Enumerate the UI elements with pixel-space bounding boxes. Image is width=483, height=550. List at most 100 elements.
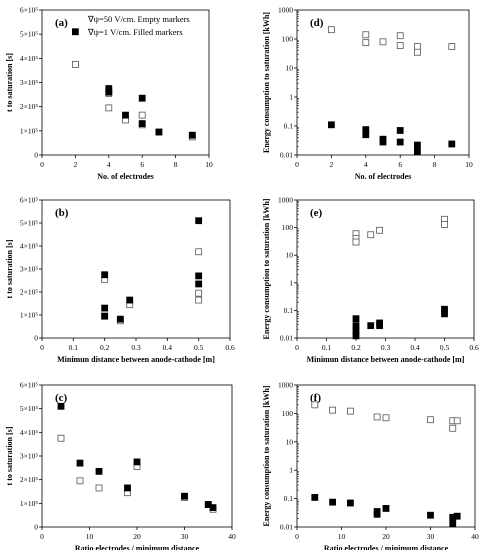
x-tick-label: 6 [140, 160, 144, 169]
filled-marker [138, 94, 146, 102]
empty-marker [195, 296, 203, 304]
y-tick-label: 100 [282, 409, 294, 418]
filled-marker [188, 131, 196, 139]
x-tick-label: 10 [86, 532, 94, 541]
empty-marker [396, 42, 404, 49]
empty-marker [346, 407, 354, 415]
filled-marker [311, 494, 319, 501]
empty-marker [105, 104, 113, 112]
y-tick-label: 3×10⁵ [20, 452, 38, 461]
filled-marker [101, 312, 109, 320]
y-tick-label: 0.1 [284, 306, 294, 315]
filled-marker [367, 322, 375, 330]
x-tick-label: 0 [295, 160, 299, 169]
empty-marker [311, 401, 319, 409]
filled-marker [329, 498, 337, 506]
filled-marker [346, 499, 354, 507]
filled-marker [373, 510, 381, 518]
x-tick-label: 2 [330, 160, 334, 169]
x-tick-label: 0.2 [351, 343, 361, 352]
empty-marker [352, 238, 360, 246]
x-tick-label: 8 [174, 160, 178, 169]
filled-marker [105, 88, 113, 96]
empty-marker [362, 39, 370, 47]
y-tick-label: 0 [34, 151, 38, 160]
x-tick-label: 20 [382, 532, 390, 541]
filled-marker [427, 511, 434, 519]
filled-marker [72, 28, 79, 36]
legend-annotation: ∇ψ=1 V/cm. Filled markers [87, 27, 183, 37]
filled-marker [352, 332, 360, 340]
x-tick-label: 10 [338, 532, 346, 541]
y-tick-label: 0 [34, 334, 38, 343]
filled-marker [138, 120, 146, 127]
y-tick-label: 6×10⁵ [20, 6, 38, 15]
x-tick-label: 40 [228, 532, 236, 541]
y-tick-label: 10 [286, 251, 294, 260]
empty-marker [195, 289, 203, 297]
x-tick-label: 0 [295, 343, 299, 352]
empty-marker [72, 60, 79, 68]
x-tick-label: 0 [40, 343, 44, 352]
x-tick-label: 6 [398, 160, 402, 169]
chart-panel: 0.01 0.1 1 10 100 1000 0 2 4 6 8 10 No. of electrode… [262, 6, 473, 182]
x-tick-label: 0 [295, 532, 299, 541]
chart-panel: 0 1×10⁵ 2×10⁵ 3×10⁵ 4×10⁵ 5×10⁵ 6×10⁵ 0 10 20 30 40… [5, 381, 236, 550]
empty-marker [413, 48, 421, 56]
filled-marker [441, 310, 448, 318]
y-tick-label: 4×10⁵ [20, 54, 38, 63]
empty-marker [195, 248, 203, 256]
y-tick-label: 2×10⁵ [20, 102, 38, 111]
y-tick-label: 0.1 [284, 122, 294, 131]
y-tick-label: 0 [34, 523, 38, 532]
filled-marker [122, 111, 129, 119]
y-tick-label: 1000 [278, 381, 293, 390]
y-tick-label: 100 [282, 223, 294, 232]
y-tick-label: 6×10⁵ [20, 196, 38, 205]
x-tick-label: 0 [40, 532, 44, 541]
empty-marker [362, 31, 370, 39]
filled-marker [195, 217, 203, 225]
x-tick-label: 40 [471, 532, 479, 541]
chart-panel: 0.01 0.1 1 10 100 1000 0 0.1 0.2 0.3 0.4 0.5 0.6 Mini… [262, 196, 479, 365]
filled-marker [101, 304, 109, 312]
filled-marker [195, 280, 203, 288]
x-tick-label: 0.1 [322, 343, 332, 352]
filled-marker [95, 467, 103, 475]
y-tick-label: 0.01 [280, 523, 293, 532]
filled-marker [133, 458, 141, 466]
filled-marker [379, 138, 387, 146]
filled-marker [101, 271, 109, 279]
legend-annotation: ∇ψ=50 V/cm. Empty markers [87, 14, 190, 24]
y-axis-label: t to saturation [s] [5, 239, 14, 298]
filled-marker [449, 520, 457, 528]
x-tick-label: 10 [205, 160, 213, 169]
x-tick-label: 30 [427, 532, 435, 541]
filled-marker [396, 127, 404, 134]
empty-marker [448, 43, 456, 50]
y-tick-label: 100 [282, 35, 294, 44]
y-tick-label: 10 [286, 437, 294, 446]
panel-label: (e) [310, 207, 323, 219]
panel-label: (f) [310, 392, 321, 404]
y-tick-label: 1 [289, 466, 293, 475]
y-tick-label: 3×10⁵ [20, 265, 38, 274]
chart-panel: 0.01 0.1 1 10 100 1000 0 10 20 30 40 Ratio electrod… [262, 381, 479, 550]
y-tick-label: 2×10⁵ [20, 288, 38, 297]
empty-marker [382, 414, 390, 422]
empty-marker [453, 417, 461, 425]
empty-marker [441, 221, 448, 228]
filled-marker [181, 492, 188, 500]
x-tick-label: 0.6 [225, 343, 235, 352]
y-tick-label: 1 [289, 93, 293, 102]
empty-marker [373, 413, 381, 421]
x-tick-label: 0.3 [381, 343, 391, 352]
x-tick-label: 20 [133, 532, 141, 541]
y-tick-label: 6×10⁵ [20, 381, 38, 390]
filled-marker [116, 315, 124, 323]
x-axis-label: No. of electrodes [97, 172, 154, 181]
filled-marker [396, 138, 404, 146]
y-tick-label: 5×10⁵ [20, 404, 38, 413]
empty-marker [427, 416, 434, 424]
filled-marker [453, 512, 461, 520]
